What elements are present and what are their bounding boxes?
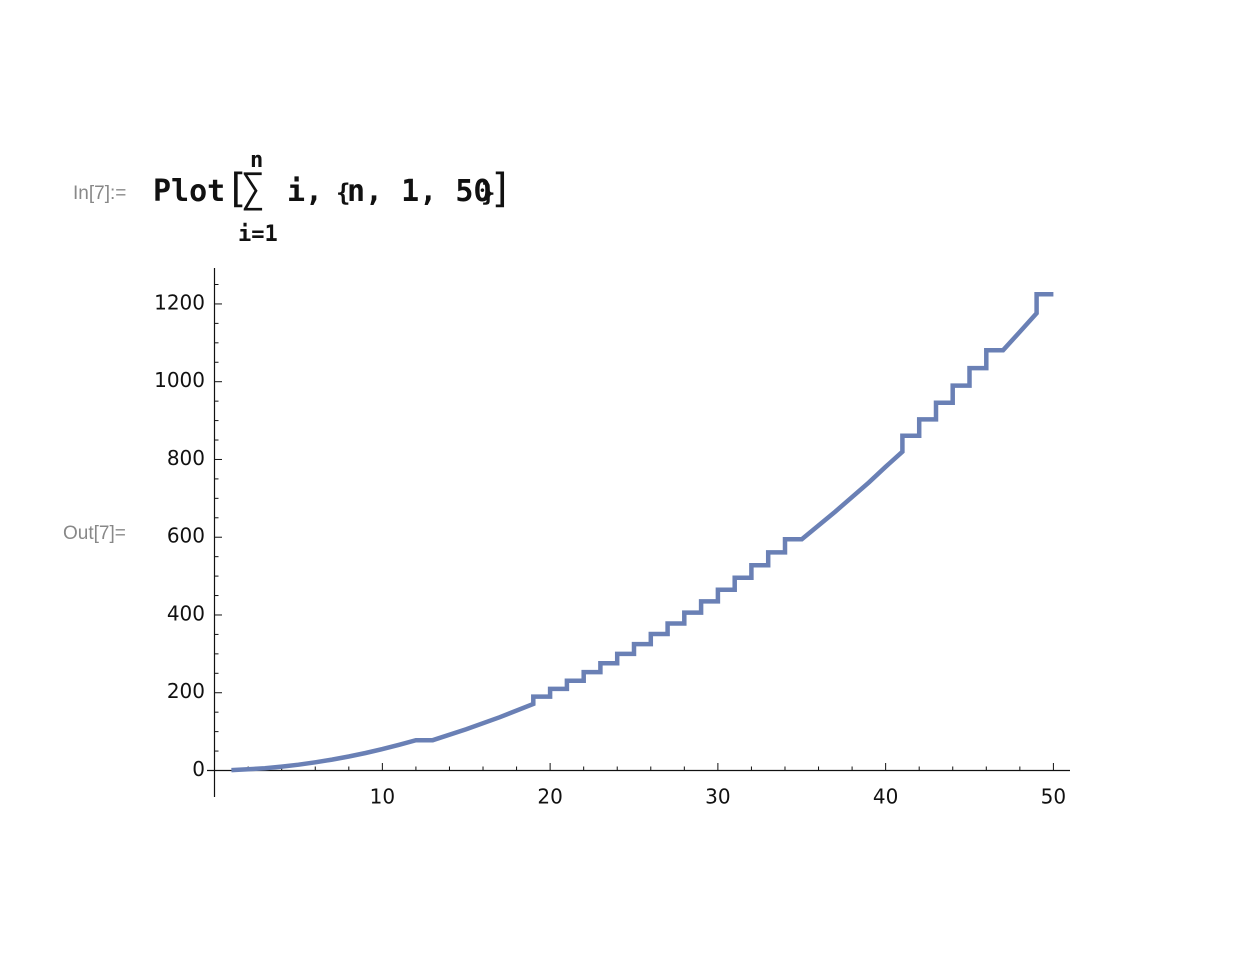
iterator-open-brace: { — [336, 179, 351, 207]
x-tick-label: 30 — [705, 785, 730, 809]
y-tick-label: 0 — [192, 757, 205, 781]
close-bracket: ] — [489, 166, 514, 212]
sum-upper-limit: n — [250, 148, 264, 173]
summand: i — [287, 174, 306, 209]
x-tick-label: 50 — [1041, 785, 1066, 809]
y-tick-label: 400 — [167, 601, 205, 625]
y-tick-label: 1000 — [154, 368, 205, 392]
x-tick-label: 40 — [873, 785, 898, 809]
argument-separator: , — [305, 174, 324, 209]
iterator-spec: n, 1, 50 — [347, 174, 492, 209]
function-name: Plot — [153, 174, 226, 209]
y-tick-label: 200 — [167, 679, 205, 703]
y-tick-label: 600 — [167, 524, 205, 548]
y-tick-label: 1200 — [154, 290, 205, 314]
input-cell-label: In[7]:= — [73, 183, 127, 204]
open-bracket: [ — [225, 166, 250, 212]
y-tick-label: 800 — [167, 446, 205, 470]
x-tick-label: 20 — [537, 785, 562, 809]
x-tick-label: 10 — [370, 785, 395, 809]
summation-symbol: ∑ — [241, 166, 266, 212]
series-line — [231, 291, 1054, 773]
output-cell-label: Out[7]= — [63, 523, 126, 544]
iterator-close-brace: } — [481, 179, 496, 207]
sum-lower-limit: i=1 — [238, 222, 278, 247]
